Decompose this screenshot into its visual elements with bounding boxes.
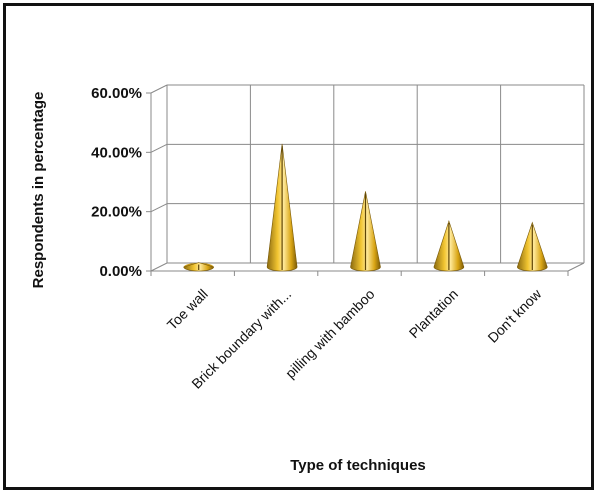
plot-grid bbox=[146, 84, 585, 276]
y-axis-title: Respondents in percentage bbox=[30, 92, 47, 289]
cone-bar bbox=[516, 221, 548, 272]
cone-bar bbox=[350, 191, 381, 272]
y-tick-label: 20.00% bbox=[91, 204, 142, 221]
y-tick-label: 40.00% bbox=[91, 144, 142, 161]
gridline-depth bbox=[150, 262, 168, 272]
cone-series bbox=[183, 143, 548, 272]
x-category-label: pilling with bamboo bbox=[282, 286, 378, 382]
gridline-depth bbox=[150, 84, 168, 94]
y-tick-label: 60.00% bbox=[91, 85, 142, 102]
x-axis-title: Type of techniques bbox=[290, 457, 426, 474]
x-category-label: Toe wall bbox=[164, 286, 211, 333]
y-tick-label: 0.00% bbox=[99, 263, 142, 280]
chart-frame bbox=[3, 3, 594, 490]
x-category-label: Plantation bbox=[406, 286, 461, 341]
x-category-label: Don't know bbox=[484, 285, 545, 346]
floor-right-edge bbox=[567, 262, 585, 272]
cone-bar bbox=[433, 220, 465, 272]
gridline-depth bbox=[150, 203, 168, 213]
cone-bar bbox=[183, 262, 215, 272]
cone-bar bbox=[266, 143, 298, 272]
gridline-depth bbox=[150, 143, 168, 153]
